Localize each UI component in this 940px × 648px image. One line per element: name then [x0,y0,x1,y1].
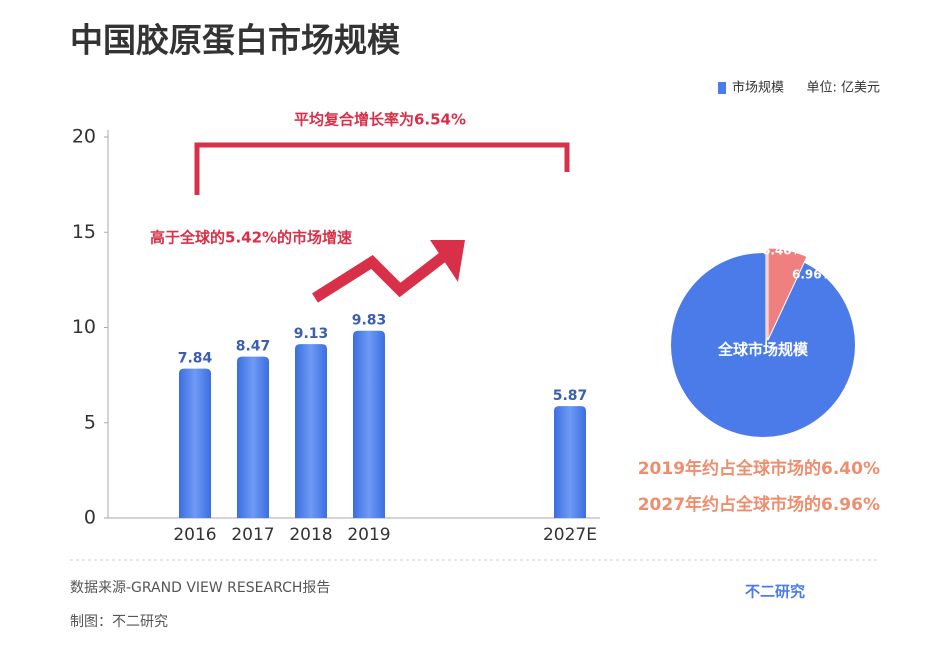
x-tick-label: 2027E [543,525,597,545]
chart-title: 中国胶原蛋白市场规模 [70,21,401,60]
x-tick-label: 2018 [289,525,332,545]
trend-arrow [312,248,452,303]
value-label: 7.84 [178,351,213,367]
x-tick-label: 2016 [173,525,216,545]
cagr-annotation: 平均复合增长率为6.54% [294,111,466,129]
pie-note: 2019年约占全球市场的6.40% [638,458,880,479]
bar [353,330,385,518]
trend-arrow-head [430,240,465,282]
credit: 制图：不二研究 [70,614,168,630]
slice-label: 6.40% [762,244,804,258]
bar [237,356,269,518]
slice-label: 6.96% [792,268,834,282]
pie-label: 全球市场规模 [717,341,809,359]
pie-note: 2027年约占全球市场的6.96% [638,494,880,515]
brand: 不二研究 [745,583,805,601]
bar [554,406,586,518]
bar [295,344,327,518]
legend-swatch [718,82,726,94]
x-tick-label: 2017 [231,525,274,545]
value-label: 5.87 [553,388,588,404]
bar [179,368,211,518]
value-label: 9.83 [352,313,387,329]
y-tick-label: 5 [84,411,96,433]
value-label: 8.47 [236,339,271,355]
pie-slice [767,247,808,341]
source: 数据来源-GRAND VIEW RESEARCH报告 [70,580,330,596]
value-label: 9.13 [294,326,329,342]
pie-base [671,253,855,437]
y-tick-label: 20 [72,126,96,148]
x-tick-label: 2019 [347,525,390,545]
y-tick-label: 10 [72,316,96,338]
y-tick-label: 15 [72,221,96,243]
y-tick-label: 0 [84,507,96,529]
unit-label: 单位: 亿美元 [806,81,880,96]
cagr-bracket [194,142,570,195]
growth-annotation: 高于全球的5.42%的市场增速 [150,229,352,247]
legend-label: 市场规模 [732,80,784,96]
